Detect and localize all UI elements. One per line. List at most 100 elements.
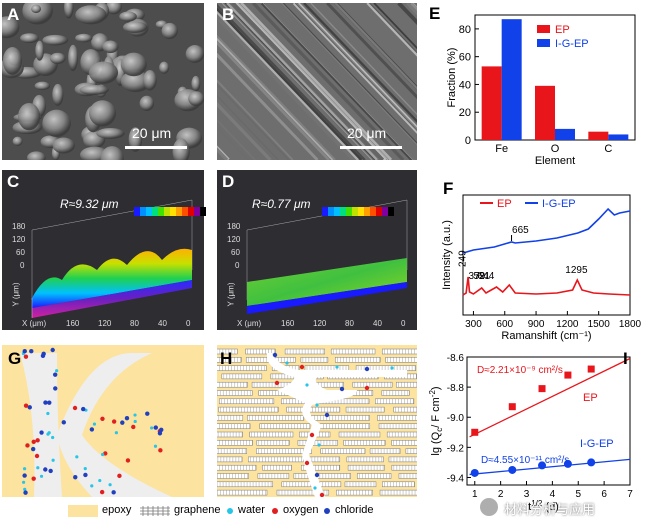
panel-c-roughness: R≈9.32 μm [60, 197, 119, 211]
legend-igep-label: I-G-EP [542, 198, 576, 210]
molecule-dot [30, 446, 36, 452]
legend-color-cell [200, 207, 206, 216]
panel-c-x-tick-4: 0 [186, 319, 191, 328]
y-tick-label: -9.2 [447, 443, 465, 454]
fit-chart-frame [466, 356, 631, 486]
molecule-dot [153, 425, 158, 430]
legend-color-cell [382, 207, 388, 216]
molecule-dot [89, 427, 95, 432]
graphene-sheet-body [381, 390, 410, 396]
panel-c-label: C [7, 172, 20, 191]
molecule-dot [272, 352, 278, 358]
peak-annotation: 665 [512, 225, 529, 236]
molecule-dot [81, 406, 86, 412]
y-tick-label: 20 [459, 107, 471, 119]
sem-particle [2, 47, 23, 75]
graphene-sheet [215, 456, 243, 463]
igep-diffusion-label: D≈4.55×10⁻¹¹ cm²/s [481, 455, 569, 466]
sem-groove [231, 3, 385, 160]
data-point-igep [508, 465, 517, 474]
graphene-sheet-body [301, 464, 341, 471]
molecule-dot [111, 419, 117, 424]
panel-c-height-legend [134, 207, 206, 216]
legend-color-cell [194, 207, 200, 216]
y-tick-label: 80 [459, 24, 471, 36]
legend-color-cell [134, 207, 140, 216]
sem-groove [217, 83, 290, 160]
x-label-base: t [528, 501, 531, 513]
sem-particle [34, 81, 51, 91]
panel-i-fit-chart: I -8.6 -8.8 -9.0 -9.2 -9.4 1 2 3 4 5 6 7 t1/2 (d) lg … [425, 345, 645, 523]
y-tick-label: -9.4 [447, 473, 465, 484]
graphene-sheet [386, 431, 426, 438]
x-tick-label: 900 [528, 319, 545, 330]
x-category-label: Fe [495, 143, 508, 155]
graphene-sheet [385, 357, 429, 363]
panel-h-schematic: H [206, 345, 458, 498]
sem-particle [172, 138, 190, 160]
panel-c-y-tick-2: 60 [16, 248, 25, 257]
graphene-sheet-body [338, 431, 381, 438]
graphene-sheet-body [219, 398, 275, 405]
molecule-dot [31, 476, 36, 481]
legend-color-cell [146, 207, 152, 216]
sem-groove [217, 10, 360, 160]
raman-chart-svg: 300 600 900 1200 1500 1800 Ramanshift (cm⁻¹) In… [441, 194, 642, 342]
sem-groove [217, 52, 319, 160]
sem-particle [52, 137, 75, 154]
graphene-sheet [343, 440, 386, 446]
panel-c-x-tick-3: 40 [158, 319, 167, 328]
peak-annotation: 644 [478, 271, 495, 282]
sem-groove [217, 79, 294, 160]
graphene-sheet-body [378, 423, 430, 429]
legend-color-cell [358, 207, 364, 216]
molecule-dot [23, 403, 29, 408]
graphene-sheet [214, 481, 274, 488]
molecule-dot [34, 453, 40, 459]
watermark-icon [480, 498, 498, 516]
panel-c-x-axis: X (μm) [22, 319, 47, 328]
panel-c-y-tick-1: 120 [12, 235, 26, 244]
legend-label: EP [555, 24, 570, 36]
x-tick-label: 2 [498, 489, 504, 500]
sem-groove [303, 3, 417, 124]
bar-ep [588, 131, 609, 140]
y-label-part: / F cm [430, 397, 442, 428]
molecule-dot [285, 361, 289, 365]
legend-color-cell [158, 207, 164, 216]
legend-color-cell [152, 207, 158, 216]
molecule-dot [111, 490, 116, 495]
legend-color-cell [188, 207, 194, 216]
sem-particle [119, 11, 137, 22]
panel-d-x-tick-1: 120 [313, 319, 327, 328]
data-point-igep [587, 458, 596, 467]
sem-groove [260, 3, 414, 160]
graphene-sheet-body [346, 456, 384, 463]
graphene-sheet [286, 406, 341, 413]
sem-groove [239, 3, 393, 160]
x-tick-label: 1500 [588, 319, 611, 330]
sem-groove [251, 3, 405, 160]
data-point-ep [564, 371, 572, 379]
graphene-sheet [212, 473, 249, 479]
data-point-igep [538, 461, 547, 470]
molecule-dot [157, 431, 163, 436]
graphene-sheet-body [213, 415, 244, 421]
molecule-dot [101, 452, 105, 457]
molecule-dot [51, 458, 55, 462]
graphene-sheet [338, 431, 381, 438]
graphene-sheet [218, 406, 279, 413]
molecule-dot [317, 443, 321, 447]
panel-d-y-tick-3: 0 [235, 261, 240, 270]
graphene-sheet [352, 381, 393, 388]
graphene-sheet [309, 456, 341, 463]
sem-particle [42, 109, 71, 138]
graphene-sheet [262, 464, 292, 471]
graphene-sheet-body [334, 357, 381, 363]
molecule-dot [153, 444, 158, 448]
panel-d-roughness: R≈0.77 μm [252, 197, 311, 211]
legend-color-cell [346, 207, 352, 216]
y-tick-label: -8.8 [447, 383, 465, 394]
y-label-sub: c [435, 428, 444, 432]
data-point-igep [563, 459, 572, 468]
